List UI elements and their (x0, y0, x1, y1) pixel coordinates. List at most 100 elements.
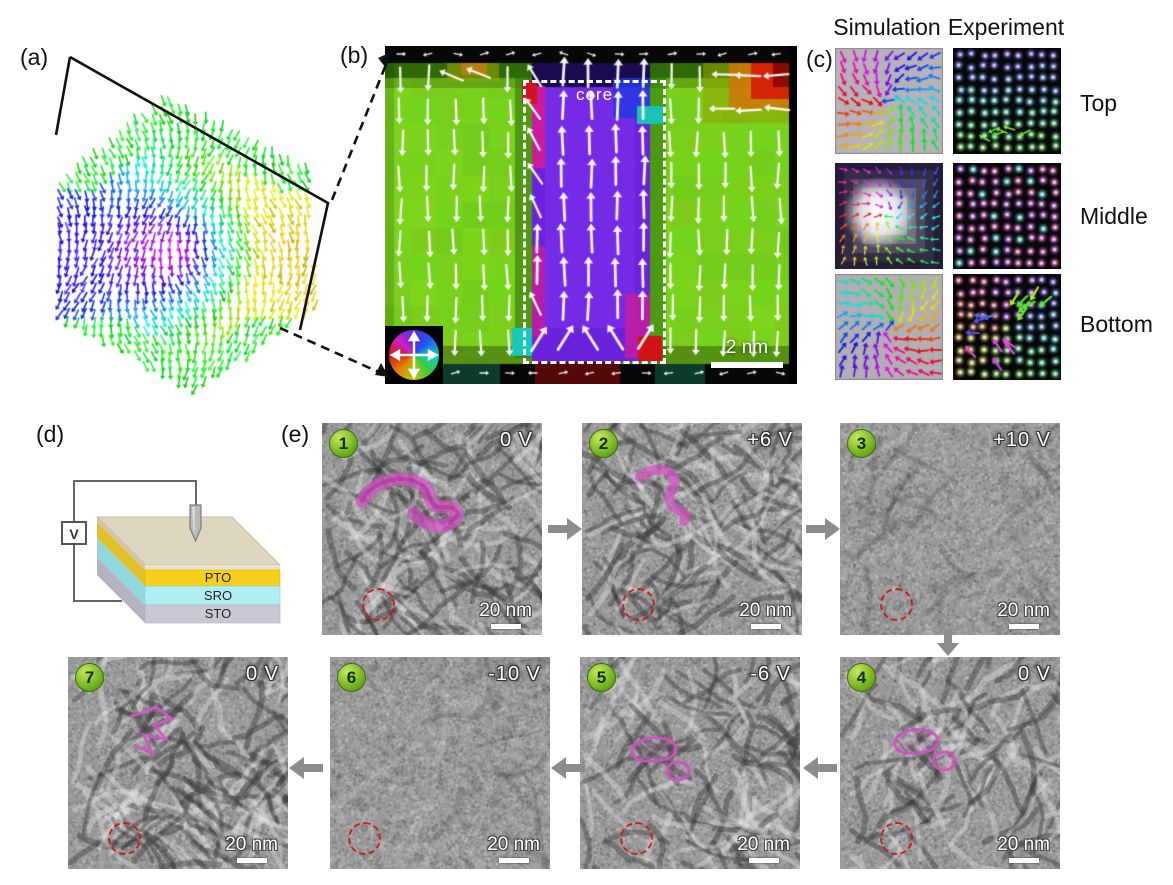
simulation-top-image (835, 48, 943, 154)
zoom-connector-top (330, 61, 389, 201)
defect-marker-circle (620, 822, 653, 856)
scale-bar-line (1008, 624, 1039, 629)
scale-bar: 20 nm (997, 600, 1050, 629)
panel-b-label: (b) (340, 42, 369, 68)
tem-image (840, 657, 1060, 869)
scale-bar-label: 20 nm (737, 834, 790, 855)
voltage-label: +10 V (993, 429, 1051, 451)
scale-bar: 2 nm (711, 337, 783, 368)
defect-marker-circle (622, 588, 655, 622)
column-header-simulation: Simulation (833, 14, 941, 40)
layer-label-sto: STO (205, 606, 232, 621)
scale-bar-label: 2 nm (725, 337, 769, 358)
scale-bar: 20 nm (479, 600, 532, 629)
tem-frame-2: 2 +6 V 20 nm (582, 423, 802, 635)
scale-bar-label: 20 nm (997, 834, 1050, 855)
domain-outline (893, 728, 957, 772)
step-badge: 4 (847, 663, 876, 692)
voltmeter-box (61, 521, 87, 545)
tem-frame-4: 4 0 V 20 nm (840, 657, 1060, 869)
scale-bar: 20 nm (997, 834, 1050, 863)
scale-bar: 20 nm (225, 834, 278, 863)
step-number: 5 (596, 667, 607, 687)
slab-left-sto (97, 557, 145, 623)
step-number: 3 (856, 433, 867, 453)
tem-image (840, 423, 1060, 635)
scale-bar: 20 nm (737, 834, 790, 863)
scale-bar-line (748, 858, 779, 863)
voltage-label: -6 V (750, 663, 791, 685)
defect-marker-circle (362, 588, 395, 622)
step-badge: 2 (589, 429, 618, 458)
tem-image (582, 423, 802, 635)
panel-d-label: (d) (36, 421, 65, 447)
defect-marker-circle (880, 588, 913, 622)
slab-front-capping (145, 565, 280, 570)
experiment-middle-image (953, 163, 1061, 269)
wire-bottom (73, 544, 122, 602)
step-number: 2 (598, 433, 609, 453)
scale-bar: 20 nm (739, 600, 792, 629)
color-wheel-cross-arrows (389, 330, 439, 380)
scale-bar-line (490, 624, 521, 629)
tem-image (68, 657, 288, 869)
panel-c-label: (c) (806, 46, 833, 72)
domain-outline (129, 705, 176, 756)
arrow-step-3-4 (937, 630, 959, 656)
arrow-step-2-3 (806, 518, 840, 540)
step-number: 7 (84, 667, 95, 687)
scale-bar-line (750, 624, 781, 629)
scale-bar-line (711, 362, 783, 368)
defect-marker-circle (880, 822, 913, 856)
voltage-label: +6 V (747, 429, 793, 451)
probe-highlight (192, 507, 195, 535)
tem-frame-6: 6 -10 V 20 nm (330, 657, 550, 869)
panel-b-map: core 2 nm (385, 46, 797, 384)
step-number: 4 (856, 667, 867, 687)
defect-marker-circle (348, 822, 381, 856)
core-label: core (575, 85, 614, 104)
domain-outline (630, 736, 691, 782)
panel-e-label: (e) (281, 421, 310, 447)
step-badge: 7 (75, 663, 104, 692)
scale-bar-label: 20 nm (997, 600, 1050, 621)
voltage-label: -10 V (488, 663, 541, 685)
step-badge: 5 (587, 663, 616, 692)
tem-image (580, 657, 800, 869)
color-wheel-disc (389, 330, 439, 380)
row-label-bottom: Bottom (1080, 311, 1153, 337)
tem-frame-1: 1 0 V 20 nm (322, 423, 542, 635)
scale-bar-label: 20 nm (479, 600, 532, 621)
slab-left-pto (97, 522, 145, 586)
voltage-label: 0 V (499, 429, 533, 451)
scale-bar-line (1008, 858, 1039, 863)
experiment-top-image (953, 48, 1061, 154)
tem-frame-5: 5 -6 V 20 nm (580, 657, 800, 869)
step-badge: 1 (329, 429, 358, 458)
panel-a-label: (a) (20, 44, 49, 70)
scale-bar-label: 20 nm (225, 834, 278, 855)
slab-front-sto (144, 604, 281, 624)
core-outline: core (523, 80, 666, 364)
scale-bar-label: 20 nm (487, 834, 540, 855)
polarization-map-image (385, 46, 797, 384)
device-schematic: V PTO SRO STO (61, 480, 282, 624)
voltage-label: 0 V (1017, 663, 1051, 685)
scale-bar-label: 20 nm (739, 600, 792, 621)
scale-bar: 20 nm (487, 834, 540, 863)
layer-label-pto: PTO (205, 570, 232, 585)
slab-left-sro (97, 538, 145, 605)
row-label-middle: Middle (1080, 203, 1148, 229)
domain-outline (355, 472, 464, 533)
column-header-experiment: Experiment (947, 14, 1065, 40)
arrow-step-1-2 (548, 518, 582, 540)
scale-bar-line (498, 858, 529, 863)
polarization-cube-image (12, 78, 338, 408)
step-number: 1 (338, 433, 349, 453)
wire-top (73, 480, 197, 522)
tem-frame-3: 3 +10 V 20 nm (840, 423, 1060, 635)
arrow-step-4-5 (803, 757, 837, 779)
step-badge: 6 (337, 663, 366, 692)
voltmeter-label: V (69, 526, 79, 542)
